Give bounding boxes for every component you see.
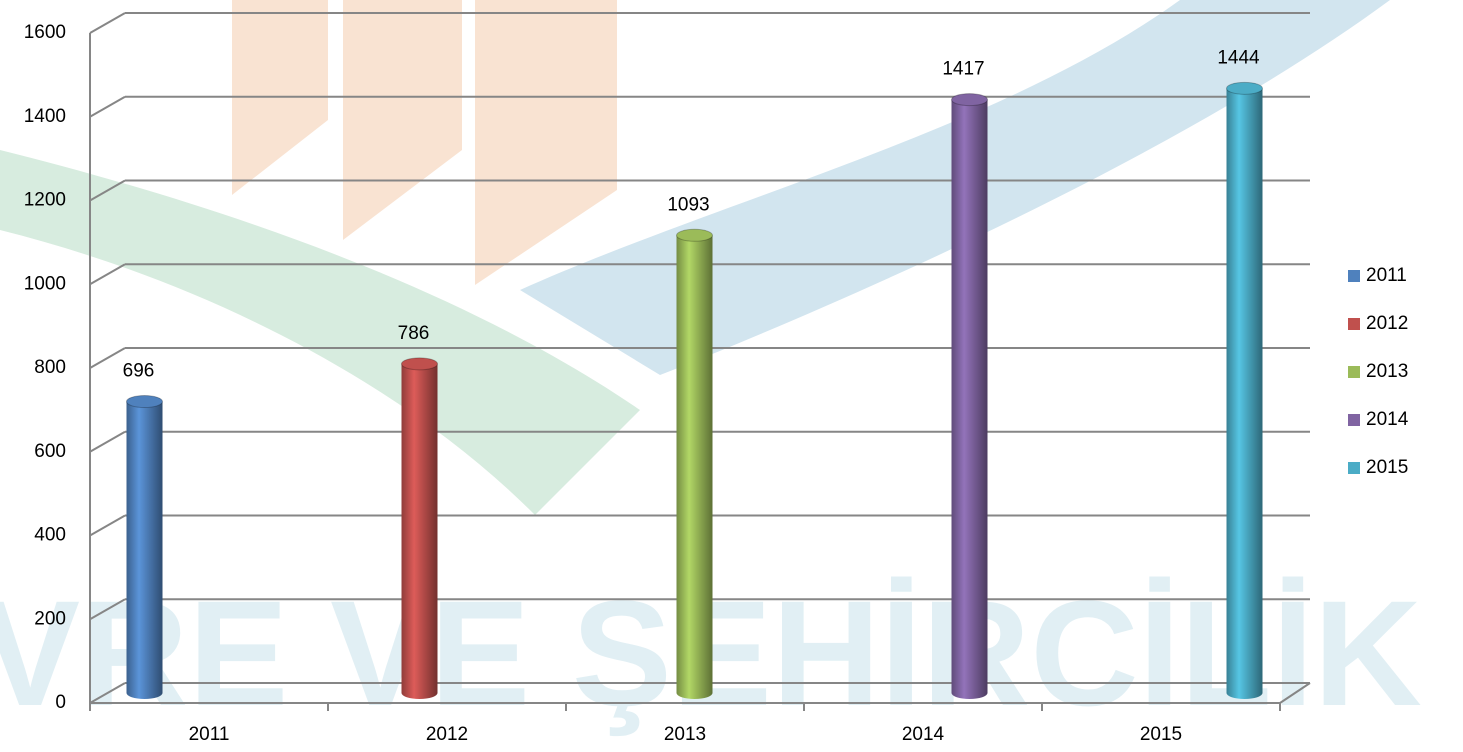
y-tick-label: 800 — [34, 357, 66, 378]
data-label: 696 — [123, 361, 155, 382]
cylinder-top — [1226, 81, 1263, 95]
cylinder — [676, 235, 713, 699]
grid-line-depth — [89, 430, 126, 453]
y-tick-label: 400 — [34, 525, 66, 546]
y-tick-label: 1000 — [24, 273, 66, 294]
legend-swatch — [1348, 462, 1360, 474]
cylinder — [951, 99, 988, 700]
y-tick-label: 1600 — [24, 22, 66, 43]
legend-label: 2014 — [1366, 409, 1409, 430]
legend-label: 2011 — [1366, 265, 1407, 286]
data-label: 786 — [398, 323, 430, 344]
legend-swatch — [1348, 270, 1360, 282]
legend-label: 2015 — [1366, 457, 1408, 478]
x-tick-label: 2011 — [189, 724, 230, 745]
grid-line-depth — [89, 514, 126, 537]
x-tick-label: 2015 — [1140, 724, 1182, 745]
grid-line-depth — [89, 179, 126, 202]
legend-swatch — [1348, 318, 1360, 330]
cylinder-top — [951, 93, 988, 107]
y-tick-label: 600 — [34, 441, 66, 462]
x-tick-label: 2013 — [664, 724, 706, 745]
x-tick-label: 2014 — [902, 724, 945, 745]
cylinder-top — [676, 228, 713, 242]
grid-line-depth — [89, 682, 126, 704]
legend-swatch — [1348, 366, 1360, 378]
grid-line-depth — [89, 12, 126, 34]
y-tick-label: 0 — [55, 692, 66, 713]
cylinder — [401, 363, 438, 699]
legend-swatch — [1348, 414, 1360, 426]
grid-line-depth — [89, 598, 126, 621]
data-label: 1444 — [1217, 47, 1260, 68]
legend-label: 2012 — [1366, 313, 1408, 334]
x-tick-label: 2012 — [426, 724, 468, 745]
y-tick-label: 1200 — [24, 190, 66, 211]
grid-line-depth — [89, 263, 126, 286]
grid-line-depth — [89, 347, 126, 369]
y-tick-label: 1400 — [24, 106, 66, 127]
cylinder — [126, 401, 163, 699]
data-label: 1417 — [942, 59, 984, 80]
data-label: 1093 — [667, 194, 709, 215]
floor-edge — [1279, 682, 1311, 704]
cylinder — [1226, 88, 1263, 699]
cylinder-top — [401, 357, 438, 371]
y-tick-label: 200 — [34, 608, 66, 629]
legend-label: 2013 — [1366, 361, 1408, 382]
grid-line-depth — [89, 95, 126, 118]
cylinder-top — [126, 395, 163, 409]
